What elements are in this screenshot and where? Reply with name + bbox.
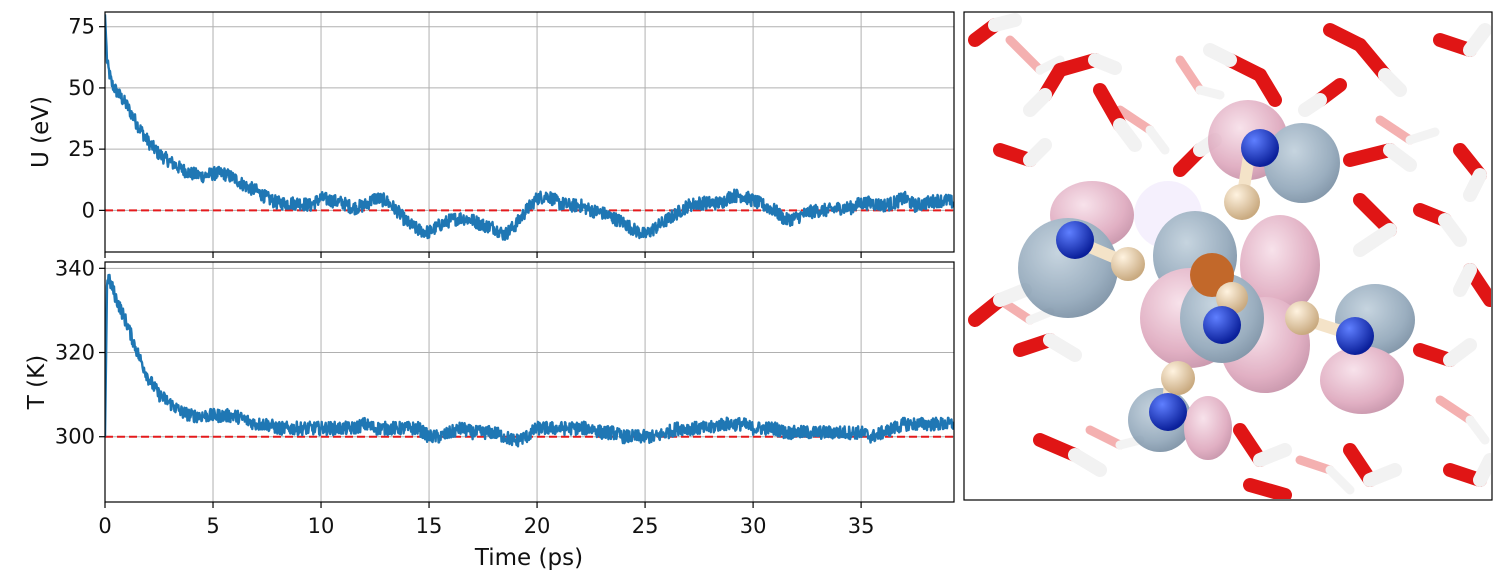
energy-axes-frame (104, 11, 955, 253)
temperature-panel: 300 320 340 0 5 10 15 20 25 30 35 T (K) Time (ps) (24, 252, 955, 571)
temperature-y-axis-label: T (K) (24, 355, 50, 410)
time-xtick-label: 35 (848, 514, 875, 538)
energy-panel: 0 25 50 75 U (eV) (28, 11, 955, 253)
energy-y-axis-label: U (eV) (28, 96, 54, 168)
water-molecules (968, 13, 1491, 499)
time-xtick-label: 30 (740, 514, 767, 538)
energy-ytick-label: 0 (82, 198, 95, 222)
time-xtick-label: 0 (98, 514, 111, 538)
time-xtick-label: 10 (308, 514, 335, 538)
energy-ytick-label: 75 (68, 15, 95, 39)
temperature-ytick-label: 320 (55, 341, 95, 365)
complex-atoms (1056, 129, 1374, 431)
orbital-isosurfaces (1018, 100, 1415, 460)
energy-ytick-label: 25 (68, 137, 95, 161)
time-xtick-label: 20 (524, 514, 551, 538)
energy-series-line (105, 14, 954, 241)
temperature-series-line (105, 273, 954, 448)
time-xtick-label: 15 (416, 514, 443, 538)
temperature-ytick-label: 340 (55, 256, 95, 280)
energy-ytick-label: 50 (68, 76, 95, 100)
time-x-axis-label: Time (ps) (474, 545, 583, 571)
temperature-y-ticks: 300 320 340 (55, 256, 105, 449)
molecule-rendering (963, 11, 1493, 501)
time-xtick-label: 25 (632, 514, 659, 538)
temperature-gridlines (104, 262, 954, 502)
temperature-axes-frame (104, 261, 955, 503)
energy-y-ticks: 0 25 50 75 (68, 15, 105, 222)
time-xtick-label: 5 (206, 514, 219, 538)
time-x-ticks: 0 5 10 15 20 25 30 35 (98, 252, 874, 538)
temperature-ytick-label: 300 (55, 425, 95, 449)
